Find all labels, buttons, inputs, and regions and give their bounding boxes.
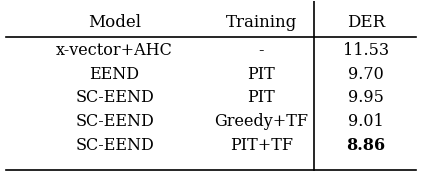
Text: -: - — [259, 42, 264, 59]
Text: PIT: PIT — [247, 66, 275, 83]
Text: 9.70: 9.70 — [348, 66, 384, 83]
Text: 8.86: 8.86 — [346, 137, 386, 154]
Text: x-vector+AHC: x-vector+AHC — [56, 42, 173, 59]
Text: SC-EEND: SC-EEND — [75, 113, 154, 130]
Text: 9.01: 9.01 — [348, 113, 384, 130]
Text: SC-EEND: SC-EEND — [75, 89, 154, 106]
Text: PIT: PIT — [247, 89, 275, 106]
Text: SC-EEND: SC-EEND — [75, 137, 154, 154]
Text: Greedy+TF: Greedy+TF — [214, 113, 308, 130]
Text: 9.95: 9.95 — [348, 89, 384, 106]
Text: Training: Training — [226, 14, 297, 31]
Text: 11.53: 11.53 — [343, 42, 389, 59]
Text: EEND: EEND — [89, 66, 140, 83]
Text: DER: DER — [347, 14, 385, 31]
Text: Model: Model — [88, 14, 141, 31]
Text: PIT+TF: PIT+TF — [230, 137, 293, 154]
